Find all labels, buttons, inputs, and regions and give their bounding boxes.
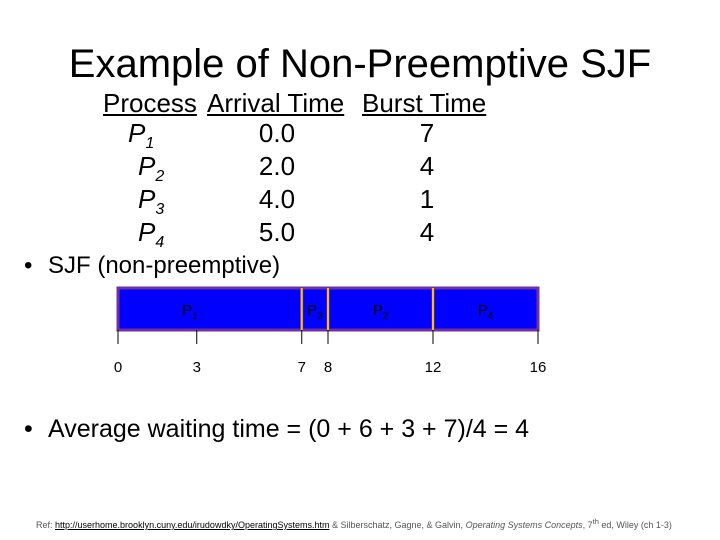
process-cell: P3 bbox=[138, 184, 164, 219]
tick-label: 7 bbox=[298, 359, 306, 376]
ref-suffix: ed, Wiley (ch 1-3) bbox=[598, 520, 672, 530]
bullet: SJF (non-preemptive) bbox=[24, 252, 280, 280]
table-header: Process bbox=[103, 88, 197, 118]
block-letter: P bbox=[373, 302, 383, 319]
block-index: 2 bbox=[383, 311, 389, 322]
ref-sup: th bbox=[592, 517, 599, 526]
burst-cell: 4 bbox=[419, 151, 435, 181]
ref-link[interactable]: http://userhome.brooklyn.cuny.edu/irudow… bbox=[55, 520, 330, 530]
burst-cell: 1 bbox=[419, 184, 435, 214]
tick-label: 8 bbox=[324, 359, 332, 376]
process-letter: P bbox=[138, 184, 156, 214]
process-index: 3 bbox=[155, 201, 165, 219]
tick-label: 12 bbox=[425, 359, 442, 376]
ref-book: Operating Systems Concepts bbox=[465, 520, 583, 530]
block-letter: P bbox=[182, 302, 192, 319]
process-block bbox=[326, 286, 435, 332]
block-label: P4 bbox=[478, 302, 494, 322]
ref-prefix: Ref: bbox=[36, 520, 56, 530]
process-letter: P bbox=[138, 217, 156, 247]
table-header: Arrival Time bbox=[207, 88, 345, 118]
burst-cell: 4 bbox=[419, 217, 435, 247]
gantt-chart: P1 P3 P2 P40 3 7 8 12 16 bbox=[114, 286, 547, 376]
process-cell: P1 bbox=[128, 118, 154, 153]
process-index: 1 bbox=[145, 135, 155, 153]
tick-label: 3 bbox=[193, 359, 201, 376]
arrival-cell: 5.0 bbox=[258, 217, 296, 247]
process-letter: P bbox=[138, 151, 156, 181]
arrival-cell: 0.0 bbox=[258, 118, 296, 148]
reference: Ref: http://userhome.brooklyn.cuny.edu/i… bbox=[36, 517, 672, 530]
block-index: 3 bbox=[317, 311, 323, 322]
process-block bbox=[116, 286, 304, 332]
ref-authors: & Silberschatz, Gagne, & Galvin, bbox=[329, 520, 466, 530]
tick-label: 16 bbox=[530, 359, 547, 376]
process-cell: P2 bbox=[138, 151, 164, 186]
process-index: 2 bbox=[155, 168, 165, 186]
ref-edition: , 7 bbox=[582, 520, 593, 530]
process-index: 4 bbox=[155, 234, 165, 252]
block-index: 4 bbox=[488, 311, 494, 322]
block-label: P1 bbox=[182, 302, 198, 322]
block-label: P2 bbox=[373, 302, 389, 322]
block-label: P3 bbox=[307, 302, 323, 322]
block-letter: P bbox=[307, 302, 317, 319]
process-cell: P4 bbox=[138, 217, 164, 252]
arrival-cell: 4.0 bbox=[258, 184, 296, 214]
process-letter: P bbox=[128, 118, 146, 148]
slide-title: Example of Non-Preemptive SJF bbox=[68, 42, 652, 86]
table-header: Burst Time bbox=[362, 88, 487, 118]
block-letter: P bbox=[478, 302, 488, 319]
bullet: Average waiting time = (0 + 6 + 3 + 7)/4… bbox=[24, 415, 529, 444]
process-block bbox=[431, 286, 540, 332]
block-index: 1 bbox=[192, 311, 198, 322]
arrival-cell: 2.0 bbox=[258, 151, 296, 181]
tick-label: 0 bbox=[114, 359, 122, 376]
burst-cell: 7 bbox=[419, 118, 435, 148]
